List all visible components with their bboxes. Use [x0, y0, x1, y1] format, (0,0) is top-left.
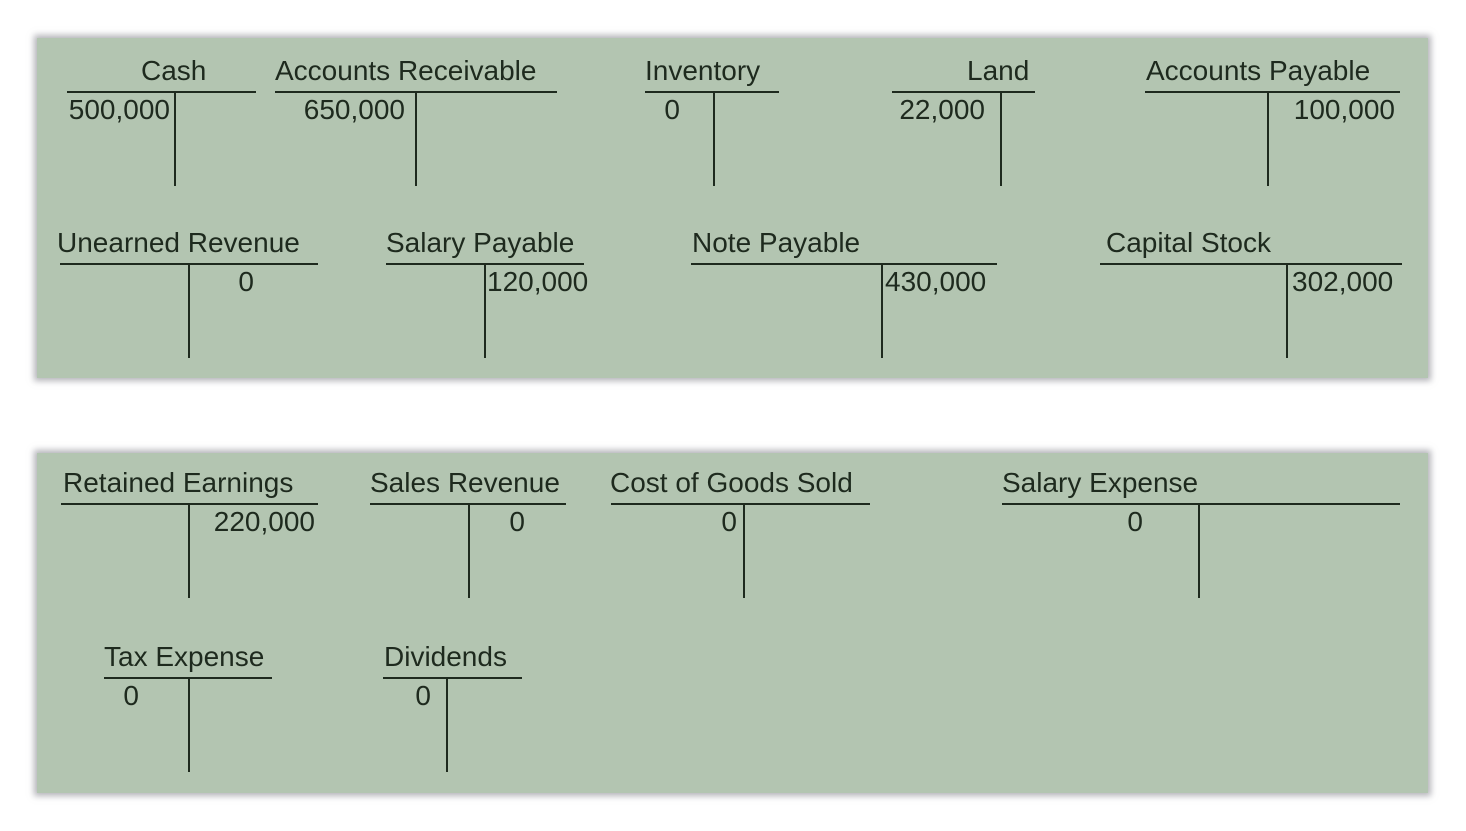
t-account-horizontal-line — [1145, 91, 1400, 93]
debit-balance: 22,000 — [899, 94, 985, 125]
credit-balance: 302,000 — [1292, 266, 1394, 297]
t-account-vertical-line — [743, 503, 745, 598]
account-title: Accounts Payable — [1146, 55, 1371, 86]
account-title: Cost of Goods Sold — [610, 467, 853, 498]
t-account-vertical-line — [881, 263, 883, 358]
account-title: Tax Expense — [104, 641, 265, 672]
credit-balance: 0 — [238, 266, 254, 297]
account-title: Accounts Receivable — [275, 55, 537, 86]
credit-balance: 100,000 — [1293, 94, 1395, 125]
debit-balance: 0 — [721, 506, 737, 537]
t-account-vertical-line — [174, 91, 176, 186]
account-title: Capital Stock — [1106, 227, 1271, 258]
account-title: Land — [967, 55, 1030, 86]
debit-balance: 650,000 — [303, 94, 405, 125]
t-account-horizontal-line — [892, 91, 1035, 93]
t-account-vertical-line — [415, 91, 417, 186]
balance-sheet-accounts-panel — [37, 38, 1428, 378]
debit-balance: 0 — [664, 94, 680, 125]
account-title: Retained Earnings — [63, 467, 294, 498]
account-title: Salary Expense — [1002, 467, 1199, 498]
t-account-vertical-line — [484, 263, 486, 358]
debit-balance: 0 — [1127, 506, 1143, 537]
account-title: Sales Revenue — [370, 467, 560, 498]
credit-balance: 0 — [509, 506, 525, 537]
t-account-vertical-line — [188, 503, 190, 598]
t-account-horizontal-line — [645, 91, 779, 93]
account-title: Unearned Revenue — [57, 227, 300, 258]
income-equity-accounts-panel — [37, 453, 1428, 793]
t-account-horizontal-line — [67, 91, 256, 93]
t-account-horizontal-line — [691, 263, 997, 265]
account-title: Note Payable — [692, 227, 861, 258]
t-account-horizontal-line — [1100, 263, 1402, 265]
t-account-vertical-line — [188, 263, 190, 358]
debit-balance: 0 — [123, 680, 139, 711]
debit-balance: 500,000 — [68, 94, 170, 125]
debit-balance: 0 — [415, 680, 431, 711]
account-title: Salary Payable — [386, 227, 575, 258]
t-account-horizontal-line — [1002, 503, 1400, 505]
account-title: Cash — [141, 55, 207, 86]
t-account-vertical-line — [1198, 503, 1200, 598]
credit-balance: 120,000 — [487, 266, 589, 297]
account-title: Dividends — [384, 641, 507, 672]
t-account-horizontal-line — [383, 677, 522, 679]
t-account-vertical-line — [468, 503, 470, 598]
t-account-horizontal-line — [611, 503, 870, 505]
t-account-vertical-line — [713, 91, 715, 186]
credit-balance: 220,000 — [213, 506, 315, 537]
t-account-vertical-line — [1286, 263, 1288, 358]
t-account-vertical-line — [1000, 91, 1002, 186]
t-account-vertical-line — [1267, 91, 1269, 186]
t-account-vertical-line — [188, 677, 190, 772]
account-title: Inventory — [645, 55, 761, 86]
t-account-vertical-line — [446, 677, 448, 772]
credit-balance: 430,000 — [885, 266, 987, 297]
